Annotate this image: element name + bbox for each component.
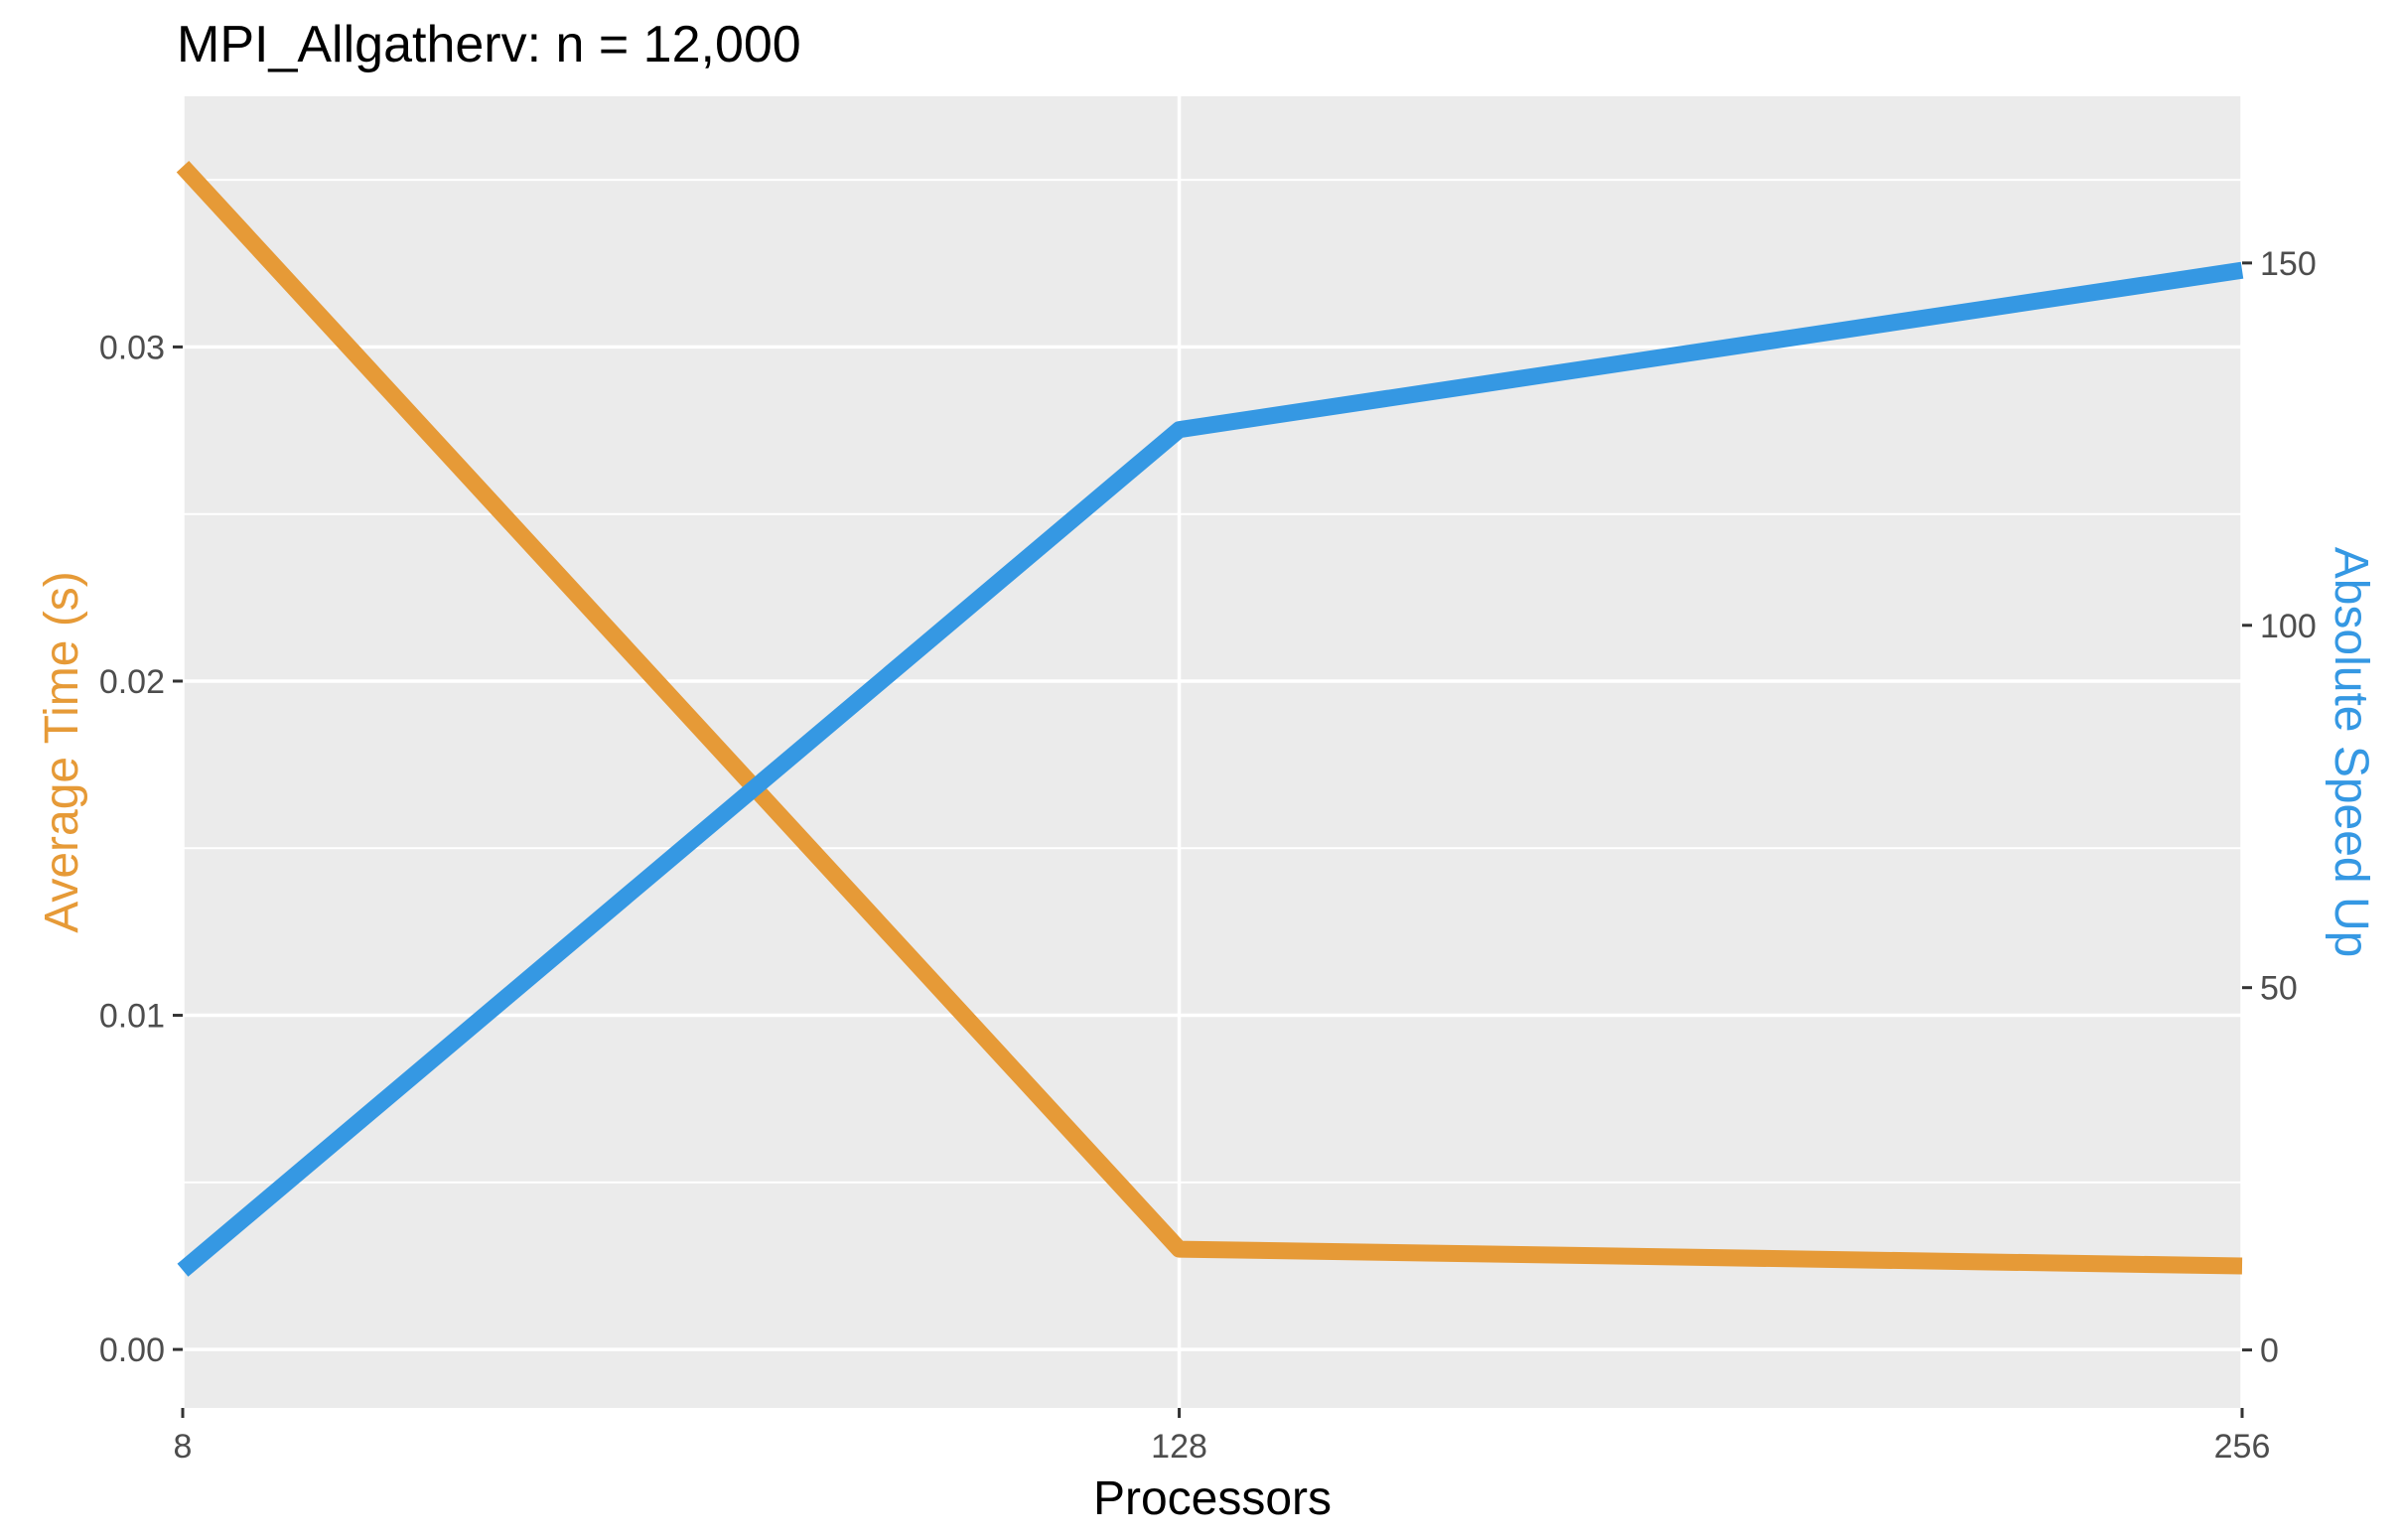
axes: [173, 261, 2252, 1418]
right-tick-label-3: 150: [2260, 245, 2317, 283]
left-tick-label-1: 0.01: [99, 998, 165, 1036]
data-series: [176, 160, 2244, 1277]
series-line-time: [176, 160, 2243, 1275]
right-tick-label-1: 50: [2260, 970, 2298, 1008]
left-tick-label-2: 0.02: [99, 663, 165, 701]
right-axis-title: Absolute Speed Up: [2325, 547, 2377, 958]
right-tick-label-2: 100: [2260, 608, 2317, 645]
x-axis-title: Processors: [1093, 1472, 1332, 1525]
series-line-speedup: [177, 261, 2244, 1277]
x-tick-label-0: 8: [174, 1428, 193, 1466]
x-tick-label-1: 128: [1151, 1428, 1207, 1466]
plot-panel: [183, 96, 2242, 1408]
x-tick-label-2: 256: [2214, 1428, 2271, 1466]
left-tick-label-3: 0.03: [99, 329, 165, 366]
grid-lines: [181, 96, 2244, 1408]
chart-title: MPI_Allgatherv: n = 12,000: [177, 16, 801, 73]
left-axis-title: Average Time (s): [36, 571, 88, 933]
tick-labels: 0.00 0.01 0.02 0.03 0 50 100 150 8 128 256: [99, 245, 2317, 1466]
right-tick-label-0: 0: [2260, 1332, 2279, 1370]
left-tick-label-0: 0.00: [99, 1331, 165, 1369]
